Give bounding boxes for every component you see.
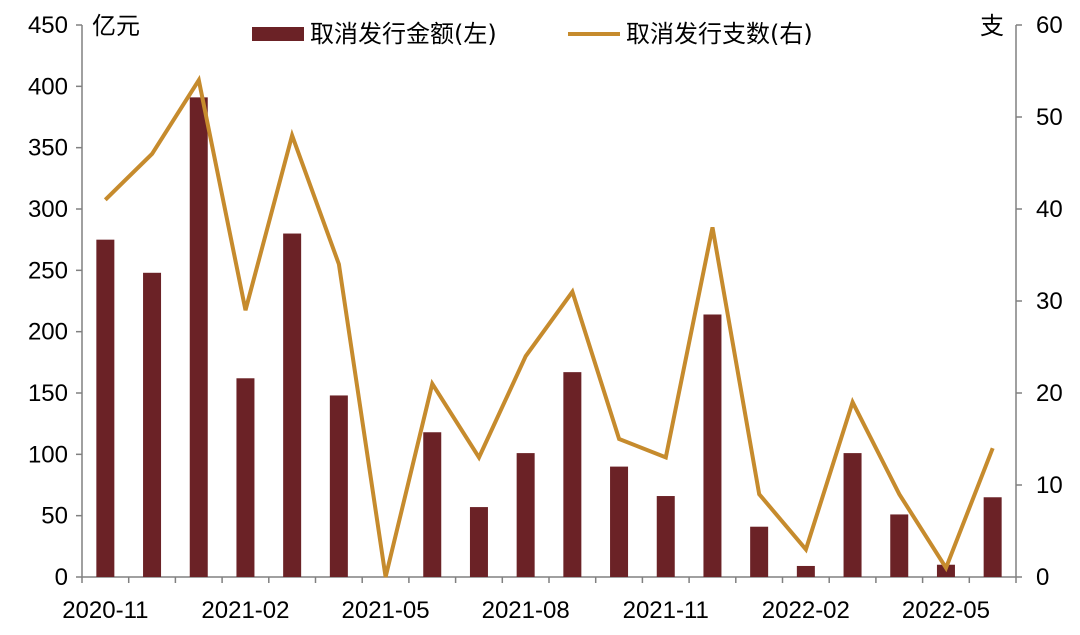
right-tick-label: 30 bbox=[1036, 288, 1063, 315]
legend-label-bar: 取消发行金额(左) bbox=[310, 20, 497, 48]
bar bbox=[469, 507, 488, 577]
count-line bbox=[103, 74, 995, 578]
bar bbox=[703, 314, 722, 577]
bar bbox=[843, 453, 862, 577]
left-tick-label: 400 bbox=[28, 73, 68, 100]
left-tick-label: 0 bbox=[55, 564, 68, 591]
right-tick-label: 10 bbox=[1036, 472, 1063, 499]
bar bbox=[189, 97, 208, 577]
x-tick-label: 2022-05 bbox=[902, 597, 990, 624]
x-tick-label: 2020-11 bbox=[62, 597, 148, 624]
left-tick-label: 300 bbox=[28, 196, 68, 223]
bar bbox=[610, 466, 629, 577]
legend: 取消发行金额(左) 取消发行支数(右) bbox=[252, 20, 813, 48]
right-tick-label: 60 bbox=[1036, 12, 1063, 39]
left-tick-label: 150 bbox=[28, 380, 68, 407]
bar bbox=[656, 496, 675, 577]
bar bbox=[983, 497, 1002, 577]
bar bbox=[329, 395, 348, 577]
left-tick-label: 450 bbox=[28, 12, 68, 39]
right-tick-label: 50 bbox=[1036, 104, 1063, 131]
bar bbox=[563, 372, 582, 577]
bar bbox=[143, 272, 162, 577]
right-tick-label: 0 bbox=[1036, 564, 1049, 591]
left-axis-unit: 亿元 bbox=[92, 12, 140, 40]
left-tick-label: 200 bbox=[28, 319, 68, 346]
bar bbox=[516, 453, 535, 577]
bar bbox=[283, 233, 302, 578]
left-tick-label: 100 bbox=[28, 441, 68, 468]
bar bbox=[236, 378, 255, 577]
x-tick-label: 2021-02 bbox=[201, 597, 289, 624]
bar bbox=[750, 526, 769, 577]
right-axis-unit: 支 bbox=[980, 12, 1004, 40]
bar bbox=[796, 565, 815, 577]
x-tick-label: 2021-05 bbox=[342, 597, 430, 624]
left-tick-label: 250 bbox=[28, 257, 68, 284]
bar bbox=[96, 239, 115, 577]
x-tick-label: 2022-02 bbox=[762, 597, 850, 624]
legend-swatch-bar bbox=[252, 27, 304, 41]
x-tick-label: 2021-11 bbox=[623, 597, 709, 624]
bar bbox=[423, 432, 442, 577]
right-tick-label: 20 bbox=[1036, 380, 1063, 407]
legend-label-line: 取消发行支数(右) bbox=[626, 20, 813, 48]
bar bbox=[890, 514, 909, 577]
plot-area: 0 50 100 150 200 250 300 350 400 450 0 10 20 30 40 50 60… bbox=[28, 12, 1063, 624]
x-tick-label: 2021-08 bbox=[482, 597, 570, 624]
left-tick-label: 50 bbox=[41, 503, 68, 530]
left-tick-label: 350 bbox=[28, 135, 68, 162]
right-tick-label: 40 bbox=[1036, 196, 1063, 223]
